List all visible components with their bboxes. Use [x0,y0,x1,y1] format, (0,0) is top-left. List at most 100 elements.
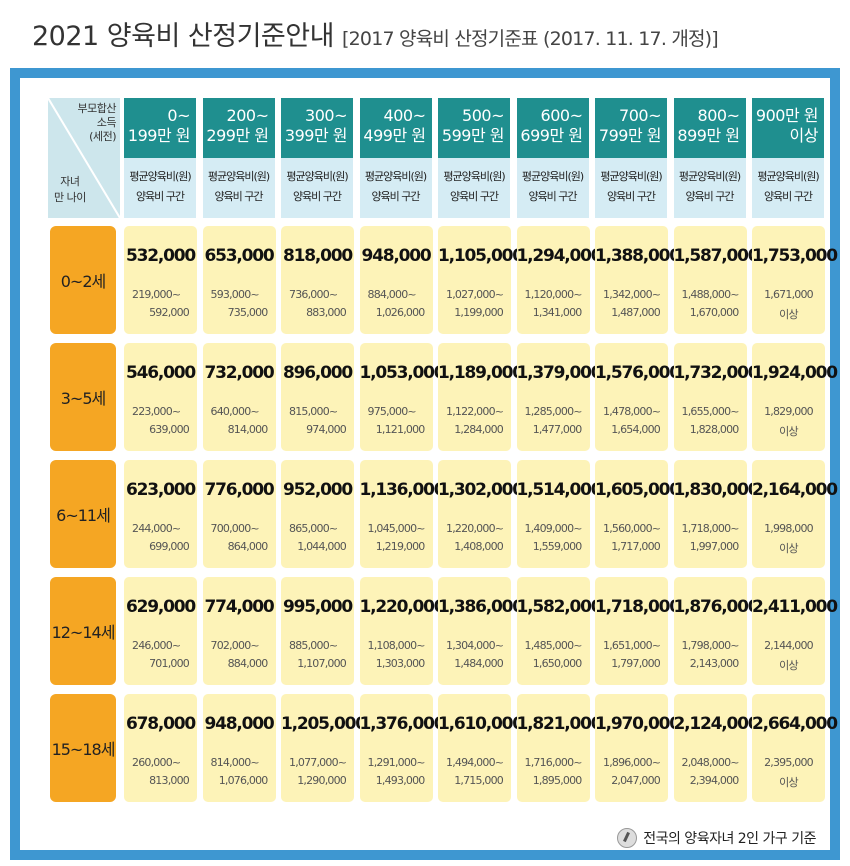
column-income-range: 0~199만 원 [124,98,196,158]
average-amount: 776,000 [203,480,276,500]
income-range-line: 400~ [360,106,426,126]
range-start: 1,027,000~ [446,288,503,301]
subheader-range: 양육비 구간 [517,187,589,207]
table-cell: 1,379,0001,285,000~1,477,000 [517,343,590,451]
column-header: 600~699만 원평균양육비(원)양육비 구간 [517,98,589,218]
corner-age-label: 자녀 만 나이 [54,174,86,206]
average-amount: 1,732,000 [674,363,747,383]
range-start: 885,000~ [289,639,337,652]
range-start: 1,718,000~ [682,522,739,535]
table-cell: 1,924,0001,829,000이상 [752,343,825,451]
table-cell: 1,718,0001,651,000~1,797,000 [595,577,668,685]
average-amount: 732,000 [203,363,276,383]
corner-income-line: 부모합산 [78,102,116,116]
subheader-average: 평균양육비(원) [674,167,746,187]
subheader-range: 양육비 구간 [438,187,510,207]
average-amount: 1,576,000 [595,363,668,383]
average-amount: 2,124,000 [674,714,747,734]
range-start: 1,478,000~ [603,405,660,418]
average-amount: 1,105,000 [438,246,511,266]
range-end: 이상 [752,540,825,556]
range-start: 1,494,000~ [446,756,503,769]
subheader-range: 양육비 구간 [752,187,824,207]
column-income-range: 600~699만 원 [517,98,589,158]
average-amount: 1,587,000 [674,246,747,266]
range-end: 1,654,000 [611,423,660,436]
average-amount: 1,220,000 [360,597,433,617]
range-end: 884,000 [228,657,268,670]
table-cell: 774,000702,000~884,000 [203,577,276,685]
range-end: 이상 [752,774,825,790]
range-start: 1,285,000~ [525,405,582,418]
column-income-range: 700~799만 원 [595,98,667,158]
subheader-average: 평균양육비(원) [595,167,667,187]
income-range-line: 이상 [752,126,818,146]
page-title: 2021 양육비 산정기준안내 [2017 양육비 산정기준표 (2017. 1… [32,14,718,53]
range-end: 1,997,000 [690,540,739,553]
column-income-range: 800~899만 원 [674,98,746,158]
income-range-line: 600~ [517,106,583,126]
range-end: 1,044,000 [297,540,346,553]
average-amount: 774,000 [203,597,276,617]
range-end: 1,303,000 [376,657,425,670]
income-range-line: 900만 원 [752,106,818,126]
table-cell: 1,876,0001,798,000~2,143,000 [674,577,747,685]
range-start: 1,896,000~ [603,756,660,769]
average-amount: 1,376,000 [360,714,433,734]
corner-income-label: 부모합산 소득 (세전) [78,102,116,144]
table-cell: 1,386,0001,304,000~1,484,000 [438,577,511,685]
range-end: 1,408,000 [454,540,503,553]
range-start: 815,000~ [289,405,337,418]
subheader-range: 양육비 구간 [674,187,746,207]
range-start: 1,560,000~ [603,522,660,535]
average-amount: 2,411,000 [752,597,825,617]
subheader-range: 양육비 구간 [203,187,275,207]
subheader-average: 평균양육비(원) [438,167,510,187]
range-end: 1,477,000 [533,423,582,436]
range-start: 1,655,000~ [682,405,739,418]
row-age-label: 3~5세 [50,343,116,451]
range-end: 이상 [752,423,825,439]
average-amount: 1,302,000 [438,480,511,500]
range-end: 1,717,000 [611,540,660,553]
average-amount: 1,388,000 [595,246,668,266]
average-amount: 896,000 [281,363,354,383]
column-header: 500~599만 원평균양육비(원)양육비 구간 [438,98,510,218]
table-cell: 948,000884,000~1,026,000 [360,226,433,334]
income-range-line: 300~ [281,106,347,126]
range-end: 814,000 [228,423,268,436]
subheader-average: 평균양육비(원) [203,167,275,187]
range-end: 864,000 [228,540,268,553]
table-cell: 1,220,0001,108,000~1,303,000 [360,577,433,685]
range-end: 이상 [752,657,825,673]
table-cell: 1,970,0001,896,000~2,047,000 [595,694,668,802]
range-start: 1,045,000~ [368,522,425,535]
table-cell: 1,753,0001,671,000이상 [752,226,825,334]
average-amount: 1,205,000 [281,714,354,734]
table-cell: 1,605,000 1,560,000~ 1,717,000 [595,460,668,568]
footer-note: 전국의 양육자녀 2인 가구 기준 [617,828,816,848]
range-start: 814,000~ [211,756,259,769]
average-amount: 1,605,000 [595,480,668,500]
column-subheader: 평균양육비(원)양육비 구간 [674,158,746,218]
column-header: 800~899만 원평균양육비(원)양육비 구간 [674,98,746,218]
range-end: 735,000 [228,306,268,319]
range-end: 1,290,000 [297,774,346,787]
income-range-line: 799만 원 [595,126,661,146]
average-amount: 1,718,000 [595,597,668,617]
range-start: 1,798,000~ [682,639,739,652]
range-start: 1,077,000~ [289,756,346,769]
income-range-line: 399만 원 [281,126,347,146]
range-start: 1,485,000~ [525,639,582,652]
range-end: 1,828,000 [690,423,739,436]
column-income-range: 200~299만 원 [203,98,275,158]
table-cell: 995,000885,000~1,107,000 [281,577,354,685]
range-start: 244,000~ [132,522,180,535]
range-start: 260,000~ [132,756,180,769]
income-range-line: 200~ [203,106,269,126]
average-amount: 1,610,000 [438,714,511,734]
range-end: 1,559,000 [533,540,582,553]
table-cell: 1,136,0001,045,000~1,219,000 [360,460,433,568]
range-start: 1,342,000~ [603,288,660,301]
range-start: 1,829,000 [752,405,825,418]
